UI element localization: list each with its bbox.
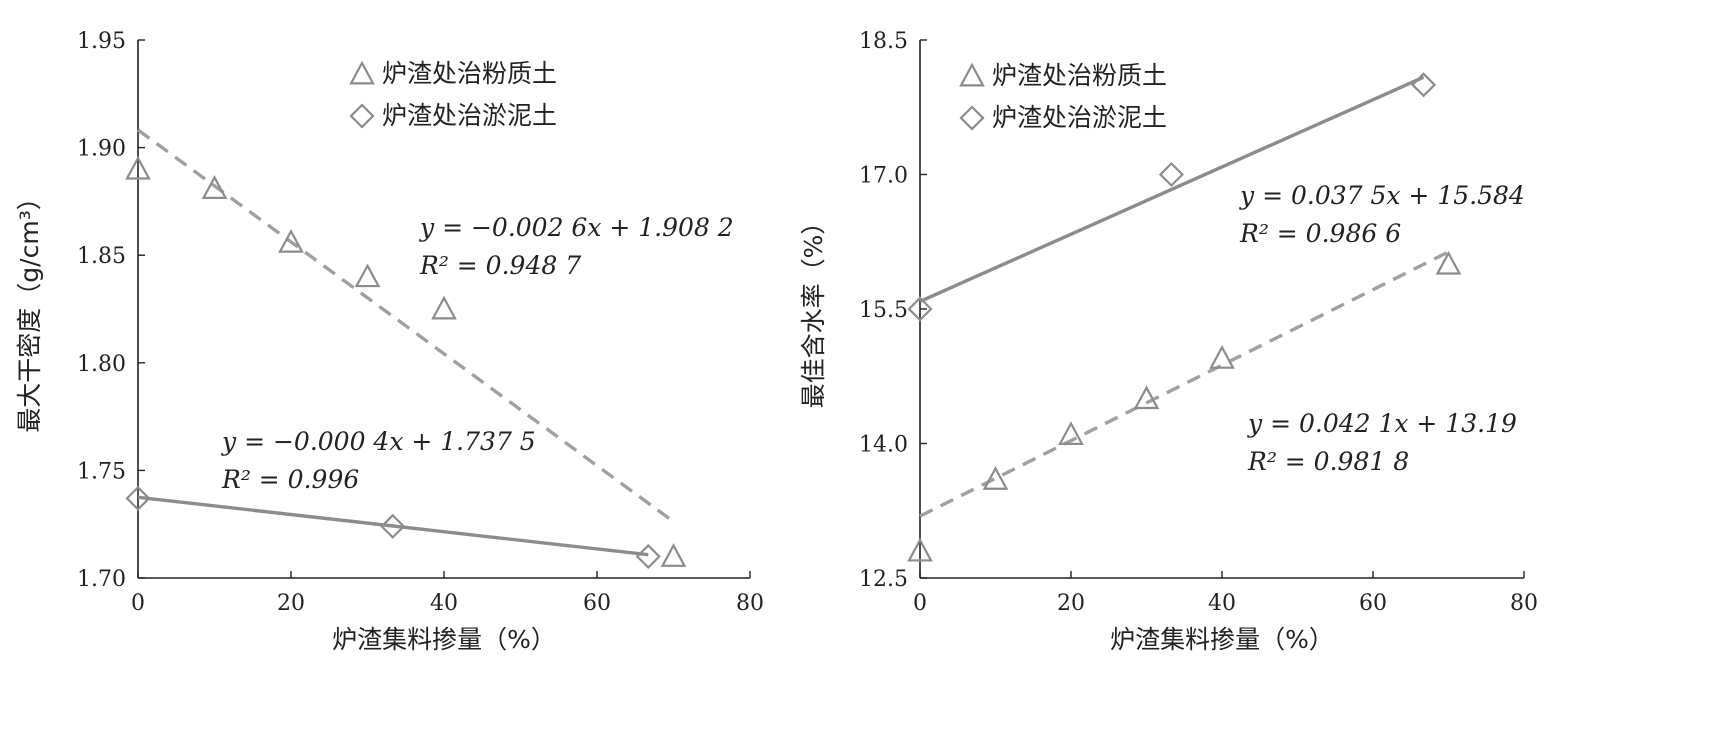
chart-2: 12.5 14.0 15.5 17.0 18.5 0 20 40 60 80 炉渣集料掺量（%） 最佳… <box>799 29 1538 654</box>
data-point-triangle <box>125 155 151 180</box>
x-tick-label: 40 <box>1208 591 1236 616</box>
r-squared: R² = 0.986 6 <box>1239 219 1401 248</box>
y-tick-label: 1.85 <box>77 244 126 269</box>
fit-equation: y = 0.037 5x + 15.584 <box>1239 181 1525 210</box>
legend-label: 炉渣处治淤泥土 <box>992 103 1167 132</box>
y-tick-label: 1.80 <box>77 352 126 377</box>
data-point-triangle <box>907 537 933 562</box>
data-point-diamond <box>907 296 933 322</box>
y-tick-label: 1.90 <box>77 137 126 162</box>
x-tick-label: 80 <box>736 591 764 616</box>
x-tick-label: 60 <box>1359 591 1387 616</box>
fit-equation: y = −0.002 6x + 1.908 2 <box>419 213 734 242</box>
x-tick-label: 60 <box>583 591 611 616</box>
legend-label: 炉渣处治粉质土 <box>992 61 1167 90</box>
y-tick-label: 18.5 <box>859 29 908 54</box>
data-point-triangle <box>354 263 381 288</box>
data-point-diamond <box>635 543 661 570</box>
y-tick-label: 15.5 <box>859 298 908 323</box>
data-point-triangle <box>278 228 304 253</box>
x-tick-label: 20 <box>277 591 305 616</box>
data-point-triangle <box>431 295 457 320</box>
x-tick-label: 0 <box>131 591 145 616</box>
y-axis-title: 最大干密度（g/cm³） <box>15 185 44 432</box>
data-point-triangle <box>660 543 687 567</box>
data-point-diamond <box>1158 161 1184 188</box>
fit-line-silty-soil <box>136 128 675 523</box>
legend-triangle-icon <box>959 62 985 87</box>
fit-line-silty-soil <box>919 250 1450 518</box>
fit-line-mud-soil <box>137 495 649 557</box>
y-tick-label: 12.5 <box>859 567 908 592</box>
x-axis-title: 炉渣集料掺量（%） <box>332 625 556 654</box>
x-axis-title: 炉渣集料掺量（%） <box>1110 625 1334 654</box>
data-point-triangle <box>1435 250 1462 275</box>
y-tick-label: 17.0 <box>859 164 908 189</box>
y-tick-label: 1.75 <box>77 459 126 484</box>
fit-line-mud-soil <box>919 75 1425 304</box>
data-point-triangle <box>982 466 1009 490</box>
data-point-diamond <box>380 513 406 539</box>
x-tick-label: 40 <box>430 591 458 616</box>
legend-label: 炉渣处治淤泥土 <box>382 101 557 130</box>
chart-1: 1.70 1.75 1.80 1.85 1.90 1.95 0 20 40 60 80 炉渣集料掺量（… <box>15 29 764 654</box>
legend-label: 炉渣处治粉质土 <box>382 59 557 88</box>
y-axis-title: 最佳含水率（%） <box>799 210 828 409</box>
data-point-triangle <box>201 175 228 199</box>
fit-equation: y = 0.042 1x + 13.19 <box>1247 409 1517 438</box>
y-tick-label: 1.70 <box>77 567 126 592</box>
data-point-diamond <box>1411 72 1437 98</box>
x-tick-label: 0 <box>913 591 927 616</box>
r-squared: R² = 0.948 7 <box>419 251 581 280</box>
y-tick-label: 14.0 <box>859 433 908 458</box>
data-point-triangle <box>1058 421 1084 445</box>
data-point-diamond <box>125 485 151 511</box>
legend-diamond-icon <box>959 105 985 131</box>
fit-equation: y = −0.000 4x + 1.737 5 <box>221 427 536 456</box>
x-tick-label: 80 <box>1510 591 1538 616</box>
legend-triangle-icon <box>349 60 375 85</box>
data-point-triangle <box>1133 385 1160 410</box>
r-squared: R² = 0.981 8 <box>1247 447 1409 476</box>
r-squared: R² = 0.996 <box>221 465 359 494</box>
y-tick-label: 1.95 <box>77 29 126 54</box>
legend-diamond-icon <box>349 103 375 129</box>
data-point-triangle <box>1209 345 1235 369</box>
x-tick-label: 20 <box>1057 591 1085 616</box>
